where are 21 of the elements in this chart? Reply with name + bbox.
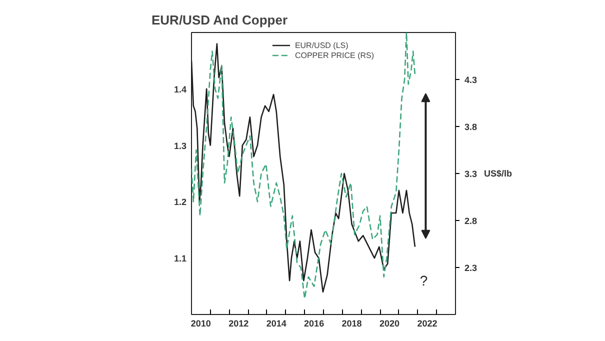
y2-axis-title: US$/lb bbox=[484, 168, 513, 178]
y-tick-label: 1.3 bbox=[174, 140, 187, 151]
annotation: ? bbox=[420, 272, 428, 289]
x-tick-label: 2016 bbox=[304, 318, 324, 328]
legend-label: EUR/USD (LS) bbox=[294, 40, 348, 50]
y-tick-label: 1.2 bbox=[174, 197, 187, 208]
y2-tick-label: 2.3 bbox=[464, 263, 478, 273]
chart-title: EUR/USD And Copper bbox=[152, 12, 288, 28]
y2-tick-label: 3.3 bbox=[464, 169, 478, 179]
y-tick-label: 1.4 bbox=[174, 84, 187, 94]
x-tick-label: 2020 bbox=[379, 318, 400, 328]
y2-tick-label: 3.8 bbox=[464, 122, 478, 132]
x-tick-label: 2018 bbox=[342, 318, 362, 328]
x-tick-label: 2010 bbox=[190, 318, 211, 328]
y2-tick-label: 2.8 bbox=[464, 216, 478, 226]
x-tick-label: 2012 bbox=[228, 318, 249, 328]
y-tick-label: 1.1 bbox=[174, 254, 187, 264]
y2-tick-label: 4.3 bbox=[464, 75, 478, 85]
x-tick-label: 2014 bbox=[266, 318, 286, 328]
legend-label: COPPER PRICE (RS) bbox=[294, 50, 374, 60]
x-tick-label: 2022 bbox=[417, 318, 438, 328]
